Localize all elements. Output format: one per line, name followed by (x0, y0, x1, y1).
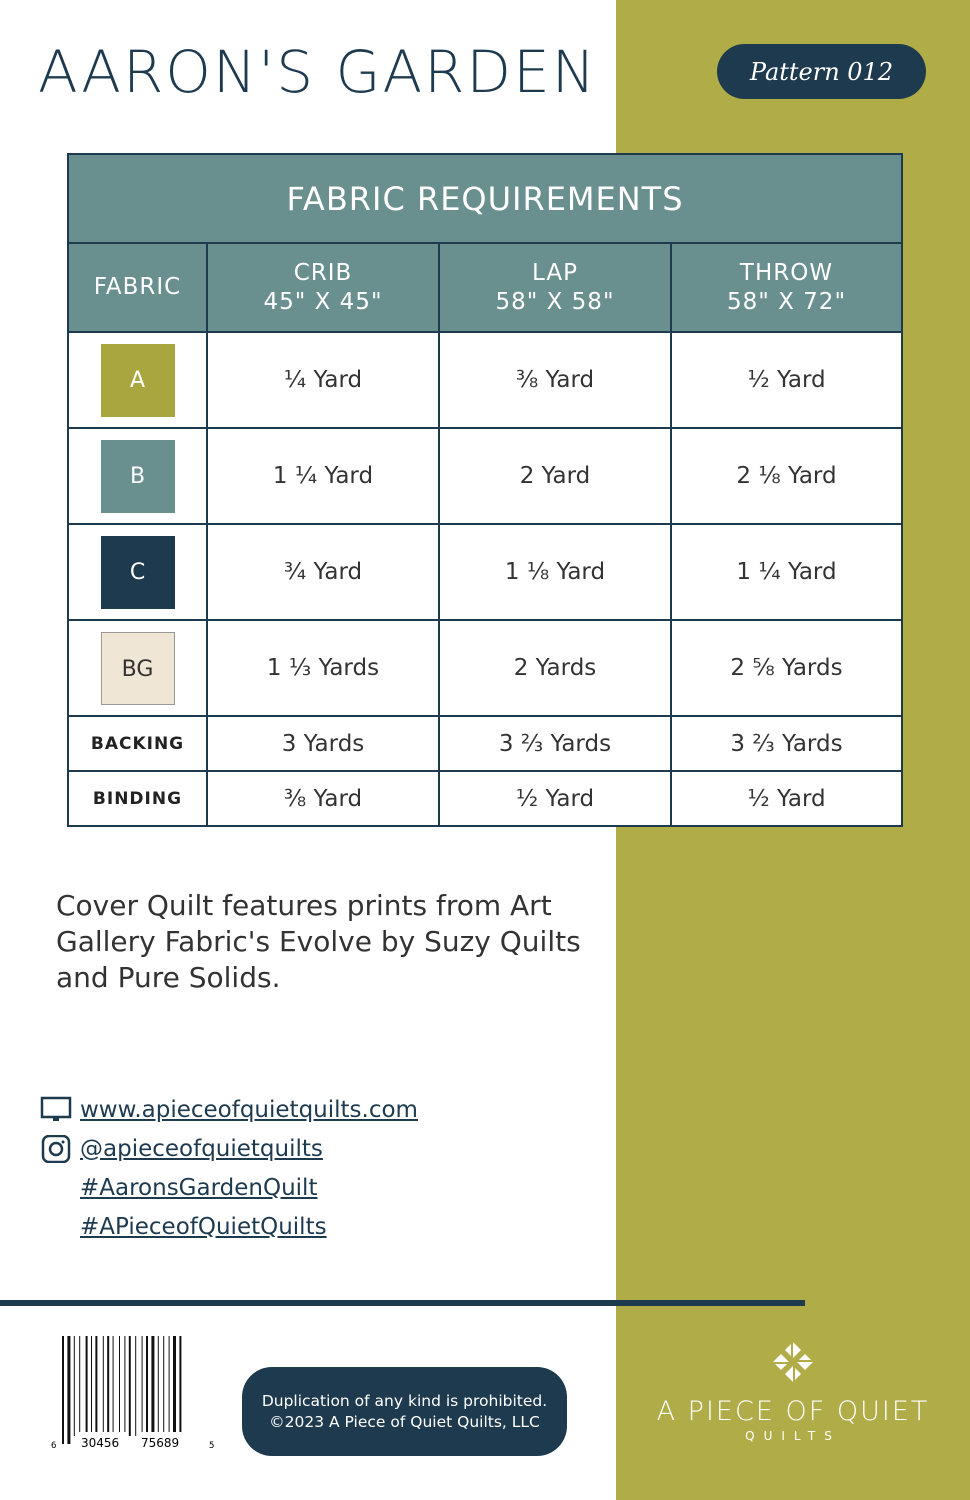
cell: 1 ¼ Yard (670, 523, 903, 621)
links-list: www.apieceofquietquilts.com @apieceofqui… (40, 1090, 418, 1246)
barcode: 6 30456 75689 5 (51, 1336, 214, 1451)
cell: ¾ Yard (206, 523, 440, 621)
legal-line: ©2023 A Piece of Quiet Quilts, LLC (269, 1412, 540, 1431)
hashtag-link[interactable]: #APieceofQuietQuilts (80, 1213, 327, 1240)
cell: ½ Yard (438, 770, 672, 827)
brand-logo: A PIECE OF QUIET QUILTS (616, 1340, 970, 1443)
cell: ⅜ Yard (438, 331, 672, 429)
cell: 2 ⅛ Yard (670, 427, 903, 525)
cell: 2 Yards (438, 619, 672, 717)
website-link[interactable]: www.apieceofquietquilts.com (40, 1090, 418, 1129)
svg-text:30456: 30456 (81, 1436, 119, 1450)
swatch-c: C (100, 535, 175, 609)
svg-text:5: 5 (209, 1441, 214, 1451)
column-header-lap: LAP 58" X 58" (438, 242, 672, 333)
row-label: BINDING (67, 770, 208, 827)
cell: ½ Yard (670, 770, 903, 827)
svg-text:75689: 75689 (141, 1436, 179, 1450)
column-header-crib: CRIB 45" X 45" (206, 242, 440, 333)
instagram-link-text[interactable]: @apieceofquietquilts (80, 1135, 323, 1162)
column-header-throw: THROW 58" X 72" (670, 242, 903, 333)
table-heading: FABRIC REQUIREMENTS (67, 153, 903, 244)
table-row: BACKING 3 Yards 3 ⅔ Yards 3 ⅔ Yards (67, 715, 903, 772)
cell: ¼ Yard (206, 331, 440, 429)
cell: ⅜ Yard (206, 770, 440, 827)
cell: 1 ¼ Yard (206, 427, 440, 525)
pattern-badge: Pattern 012 (717, 44, 926, 99)
copyright-notice: Duplication of any kind is prohibited. ©… (242, 1367, 567, 1456)
cell: ½ Yard (670, 331, 903, 429)
table-row: C ¾ Yard 1 ⅛ Yard 1 ¼ Yard (67, 523, 903, 621)
instagram-link[interactable]: @apieceofquietquilts (40, 1129, 418, 1168)
brand-name: A PIECE OF QUIET (656, 1396, 930, 1427)
website-link-text[interactable]: www.apieceofquietquilts.com (80, 1096, 418, 1123)
svg-text:6: 6 (51, 1441, 56, 1451)
table-row: BG 1 ⅓ Yards 2 Yards 2 ⅝ Yards (67, 619, 903, 717)
pinwheel-logo-icon (773, 1342, 813, 1382)
page-title: AARON'S GARDEN (38, 38, 598, 106)
swatch-a: A (100, 343, 175, 417)
cell: 1 ⅓ Yards (206, 619, 440, 717)
description: Cover Quilt features prints from Art Gal… (56, 889, 581, 994)
monitor-icon (40, 1096, 72, 1121)
cell: 3 ⅔ Yards (438, 715, 672, 772)
swatch-bg: BG (100, 631, 175, 705)
divider (0, 1300, 805, 1306)
cell: 2 Yard (438, 427, 672, 525)
table-row: A ¼ Yard ⅜ Yard ½ Yard (67, 331, 903, 429)
table-row: BINDING ⅜ Yard ½ Yard ½ Yard (67, 770, 903, 827)
cell: 3 Yards (206, 715, 440, 772)
legal-line: Duplication of any kind is prohibited. (261, 1391, 548, 1410)
table-row: B 1 ¼ Yard 2 Yard 2 ⅛ Yard (67, 427, 903, 525)
cell: 1 ⅛ Yard (438, 523, 672, 621)
instagram-icon (41, 1134, 71, 1163)
cell: 2 ⅝ Yards (670, 619, 903, 717)
cell: 3 ⅔ Yards (670, 715, 903, 772)
brand-subtitle: QUILTS (745, 1429, 841, 1443)
fabric-requirements-table: FABRIC REQUIREMENTS FABRIC CRIB 45" X 45"… (67, 153, 903, 827)
swatch-b: B (100, 439, 175, 513)
row-label: BACKING (67, 715, 208, 772)
column-header-fabric: FABRIC (67, 242, 208, 333)
hashtag-link[interactable]: #AaronsGardenQuilt (80, 1174, 318, 1201)
